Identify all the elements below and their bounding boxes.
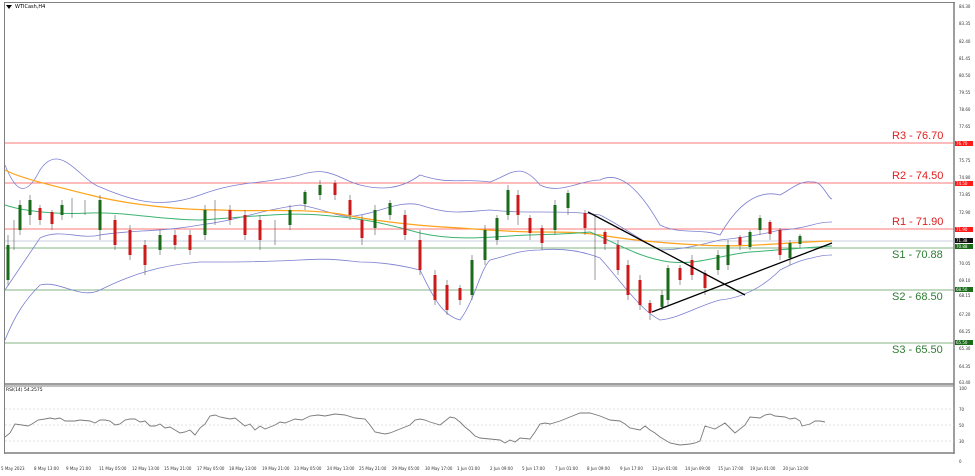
y-tick: 70.05: [959, 261, 971, 266]
y-tick: 80.50: [959, 73, 971, 78]
x-tick: 17 May 05:00: [197, 466, 225, 471]
y-tick: 79.55: [959, 90, 971, 95]
s1-price-tag: 70.88: [955, 244, 973, 249]
y-tick: 72.90: [959, 210, 971, 215]
y-tick: 84.30: [959, 4, 971, 9]
x-tick: 29 May 05:00: [392, 466, 420, 471]
x-tick: 13 Jun 01:00: [652, 466, 678, 471]
dropdown-triangle-icon[interactable]: [6, 5, 12, 9]
x-tick: 9 May 21:00: [66, 466, 91, 471]
ma-orange: [4, 169, 833, 247]
r3-label: R3 - 76.70: [892, 130, 944, 142]
rsi-tick: 70: [959, 407, 965, 412]
y-tick: 66.25: [959, 329, 971, 334]
chart-title: WTICash,H4: [6, 4, 45, 10]
y-tick: 64.35: [959, 364, 971, 369]
y-tick: 69.10: [959, 278, 971, 283]
x-tick: 9 Jun 17:00: [620, 466, 643, 471]
x-tick: 1 Jun 01:00: [457, 466, 480, 471]
rsi-pane: [4, 408, 954, 446]
y-tick: 78.60: [959, 107, 971, 112]
x-tick: 24 May 13:00: [327, 466, 355, 471]
y-tick: 75.75: [959, 158, 971, 163]
r2-label: R2 - 74.50: [892, 170, 944, 182]
x-tick: 20 Jun 13:00: [783, 466, 809, 471]
x-tick: 30 May 17:00: [425, 466, 453, 471]
y-tick: 74.80: [959, 175, 971, 180]
rsi-tick: 0: [959, 459, 962, 464]
x-tick: 15 May 21:00: [164, 466, 192, 471]
x-tick: 23 May 05:00: [294, 466, 322, 471]
chart-frame: [4, 2, 955, 454]
y-tick: 83.35: [959, 21, 971, 26]
s3-label: S3 - 65.50: [892, 344, 943, 356]
r1-label: R1 - 71.90: [892, 216, 944, 228]
y-tick: 73.85: [959, 192, 971, 197]
r1-price-tag: 71.90: [955, 227, 973, 232]
x-tick: 15 Jun 17:00: [718, 466, 744, 471]
y-tick: 81.45: [959, 56, 971, 61]
x-tick: 11 May 05:00: [99, 466, 127, 471]
r2-price-tag: 74.50: [955, 181, 973, 186]
x-tick: 8 May 13:00: [34, 466, 59, 471]
x-tick: 7 Jun 01:00: [555, 466, 578, 471]
y-tick: 67.20: [959, 312, 971, 317]
s2-label: S2 - 68.50: [892, 291, 943, 303]
rsi-tick: 30: [959, 439, 965, 444]
y-tick: 63.40: [959, 380, 971, 385]
y-tick: 68.15: [959, 293, 971, 298]
s2-price-tag: 68.50: [955, 287, 973, 292]
x-tick: 25 May 21:00: [359, 466, 387, 471]
current-price-tag: 71.38: [955, 238, 973, 243]
x-tick: 18 May 13:00: [229, 466, 257, 471]
r3-price-tag: 76.70: [955, 141, 973, 146]
candles: [6, 180, 802, 320]
y-tick: 77.65: [959, 124, 971, 129]
support-lines: [5, 247, 954, 344]
y-tick: 65.30: [959, 346, 971, 351]
s1-label: S1 - 70.88: [892, 249, 943, 261]
rsi-label: RSI(14) 54.2575: [6, 388, 43, 393]
rsi-tick: 100: [959, 386, 967, 391]
x-tick: 19 May 21:00: [262, 466, 290, 471]
x-tick: 19 Jun 01:00: [750, 466, 776, 471]
ma-green: [4, 204, 833, 264]
x-tick: 5 Jun 17:00: [522, 466, 545, 471]
trendlines: [587, 211, 833, 313]
x-tick: 2 Jun 09:00: [490, 466, 513, 471]
x-tick: 14 Jun 09:00: [685, 466, 711, 471]
x-tick: 12 May 13:00: [132, 466, 160, 471]
y-tick: 82.40: [959, 39, 971, 44]
rsi-tick: 50: [959, 423, 965, 428]
x-tick: 5 May 2023: [1, 466, 25, 471]
s3-price-tag: 65.50: [955, 340, 973, 345]
x-tick: 8 Jun 09:00: [587, 466, 610, 471]
